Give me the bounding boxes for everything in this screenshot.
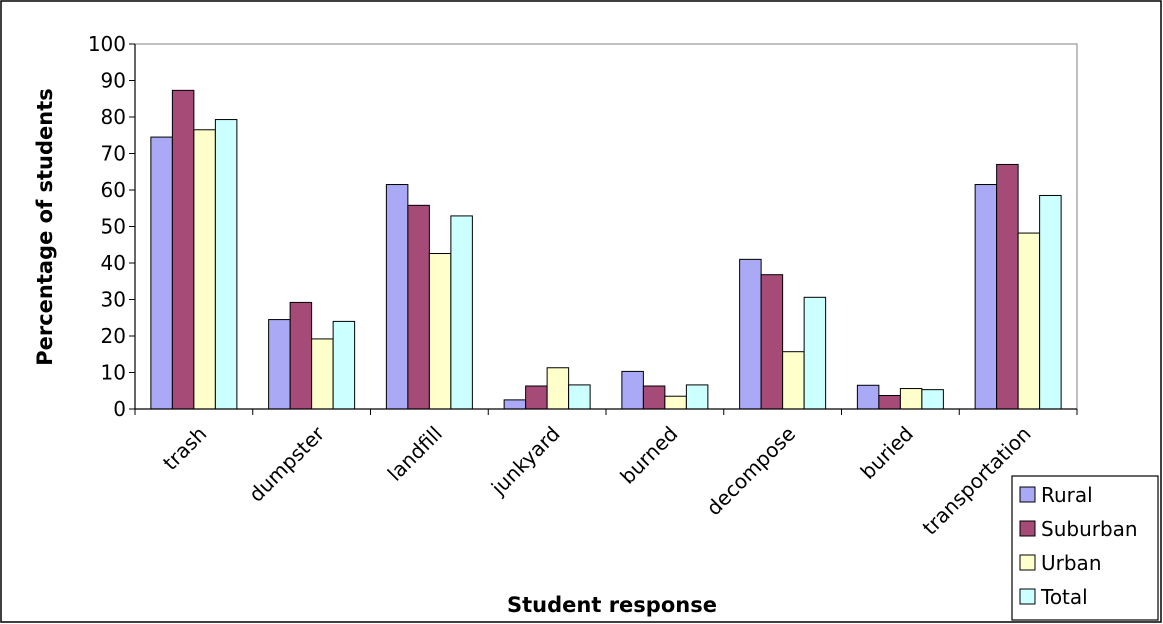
legend: Rural Suburban Urban Total <box>1011 475 1159 621</box>
bar-urban-burned <box>664 395 687 410</box>
bar-total-dumpster <box>332 320 356 410</box>
bar-urban-dumpster <box>311 338 334 410</box>
bar-suburban-junkyard <box>525 385 548 410</box>
bar-urban-buried <box>899 388 923 410</box>
bar-suburban-buried <box>878 394 901 410</box>
y-tick-label: 10 <box>101 361 126 385</box>
y-tick-label: 100 <box>88 32 126 56</box>
bar-total-decompose <box>803 296 827 410</box>
bar-total-junkyard <box>568 384 591 410</box>
bar-rural-burned <box>621 370 644 410</box>
bar-urban-trash <box>193 129 216 410</box>
y-tick-label: 0 <box>113 397 126 421</box>
bar-rural-buried <box>856 384 880 410</box>
bar-rural-junkyard <box>503 399 527 410</box>
x-axis-title: Student response <box>507 593 717 617</box>
y-tick-label: 40 <box>101 251 126 275</box>
bar-total-buried <box>921 389 944 410</box>
legend-swatch-total <box>1019 588 1036 605</box>
bar-suburban-transportation <box>996 163 1019 410</box>
y-tick-label: 30 <box>101 288 126 312</box>
legend-swatch-rural <box>1019 486 1036 503</box>
legend-swatch-urban <box>1019 554 1036 571</box>
legend-label-total: Total <box>1040 585 1088 609</box>
bar-suburban-burned <box>642 385 666 410</box>
bar-suburban-dumpster <box>289 301 313 410</box>
bar-rural-trash <box>150 136 173 410</box>
bar-rural-transportation <box>974 184 998 410</box>
y-tick-label: 50 <box>101 215 126 239</box>
bar-total-burned <box>685 384 709 410</box>
y-tick-label: 20 <box>101 324 126 348</box>
y-tick-label: 70 <box>101 142 126 166</box>
legend-label-rural: Rural <box>1041 483 1093 507</box>
y-tick-label: 90 <box>101 69 126 93</box>
bar-urban-transportation <box>1017 232 1041 410</box>
bar-total-transportation <box>1039 194 1062 410</box>
bar-urban-decompose <box>782 351 805 410</box>
bar-suburban-decompose <box>760 274 784 410</box>
bar-urban-landfill <box>428 253 452 410</box>
bar-rural-landfill <box>385 184 409 410</box>
y-axis-title: Percentage of students <box>33 88 57 366</box>
legend-label-suburban: Suburban <box>1041 517 1138 541</box>
y-tick-label: 80 <box>101 105 126 129</box>
legend-swatch-suburban <box>1019 520 1036 537</box>
y-tick-label: 60 <box>101 178 126 202</box>
bar-total-landfill <box>450 215 473 410</box>
bar-total-trash <box>214 119 238 410</box>
legend-box <box>1011 475 1159 621</box>
legend-label-urban: Urban <box>1041 551 1102 575</box>
bar-rural-dumpster <box>268 319 291 410</box>
bar-urban-junkyard <box>546 367 570 410</box>
bar-suburban-trash <box>171 89 195 410</box>
bar-rural-decompose <box>739 258 762 410</box>
bar-suburban-landfill <box>407 204 430 410</box>
